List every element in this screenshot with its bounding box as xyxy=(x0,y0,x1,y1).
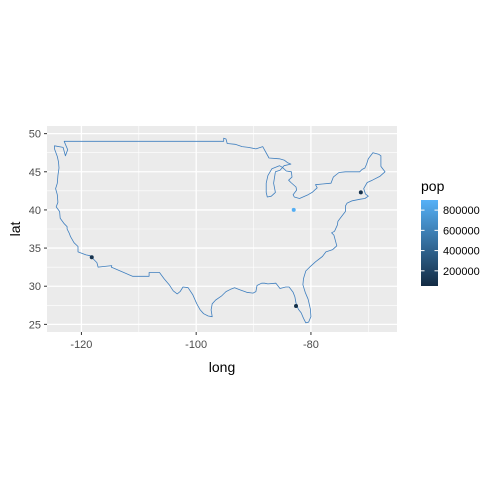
y-axis: 25 30 35 40 45 50 xyxy=(29,129,47,331)
y-tick-label: 25 xyxy=(29,319,41,331)
x-axis-title: long xyxy=(209,359,235,375)
x-tick-label: -80 xyxy=(303,339,319,351)
legend-ticks: 200000 400000 600000 800000 xyxy=(421,205,480,278)
y-tick-label: 35 xyxy=(29,243,41,255)
y-axis-title: lat xyxy=(7,222,23,237)
city-point xyxy=(358,190,363,195)
y-tick-label: 45 xyxy=(29,167,41,179)
legend-title: pop xyxy=(421,178,445,194)
legend-label: 400000 xyxy=(443,246,480,258)
x-tick-label: -100 xyxy=(185,339,207,351)
legend-label: 200000 xyxy=(443,266,480,278)
legend: pop 200000 400000 600000 800000 xyxy=(421,178,480,286)
us-outline-path xyxy=(54,137,386,324)
legend-label: 800000 xyxy=(443,205,480,217)
city-point xyxy=(291,207,296,212)
legend-label: 600000 xyxy=(443,225,480,237)
city-point xyxy=(294,304,299,309)
x-tick-label: -120 xyxy=(70,339,92,351)
city-point xyxy=(89,255,94,260)
city-points xyxy=(89,190,363,309)
legend-colorbar xyxy=(421,200,438,286)
y-tick-label: 30 xyxy=(29,281,41,293)
x-axis: -120 -100 -80 xyxy=(70,332,319,351)
y-tick-label: 50 xyxy=(29,129,41,141)
grid-major xyxy=(47,126,397,332)
y-tick-label: 40 xyxy=(29,205,41,217)
us-outline xyxy=(54,137,386,324)
grid-minor xyxy=(47,126,397,332)
